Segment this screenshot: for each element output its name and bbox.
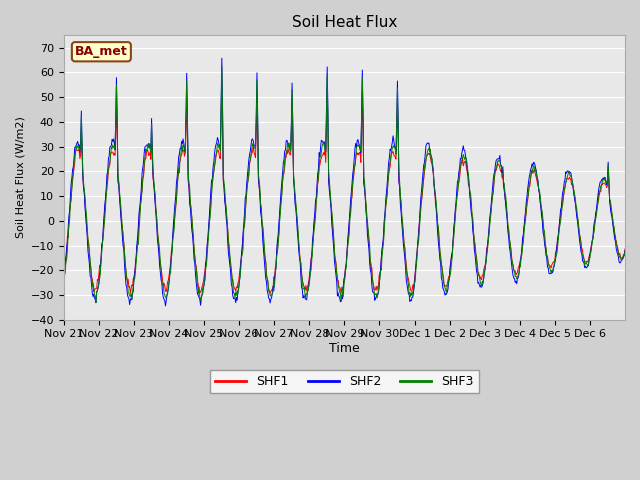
SHF3 bbox=[92, 300, 100, 306]
X-axis label: Time: Time bbox=[329, 342, 360, 355]
SHF2 bbox=[230, 295, 238, 301]
SHF3 bbox=[218, 63, 226, 69]
SHF2 bbox=[162, 303, 170, 309]
Y-axis label: Soil Heat Flux (W/m2): Soil Heat Flux (W/m2) bbox=[15, 117, 25, 239]
SHF2 bbox=[60, 284, 68, 290]
SHF1 bbox=[126, 284, 134, 289]
SHF2 bbox=[258, 224, 266, 229]
Line: SHF2: SHF2 bbox=[64, 58, 625, 306]
SHF3 bbox=[280, 169, 287, 175]
SHF2 bbox=[280, 160, 287, 166]
SHF1 bbox=[195, 291, 203, 297]
Legend: SHF1, SHF2, SHF3: SHF1, SHF2, SHF3 bbox=[210, 370, 479, 393]
Line: SHF3: SHF3 bbox=[64, 66, 625, 303]
Line: SHF1: SHF1 bbox=[64, 83, 625, 294]
SHF2 bbox=[126, 302, 134, 308]
SHF3 bbox=[258, 218, 266, 224]
SHF1 bbox=[258, 223, 266, 228]
Text: BA_met: BA_met bbox=[75, 45, 128, 58]
SHF2 bbox=[435, 248, 443, 253]
SHF3 bbox=[60, 283, 68, 288]
SHF3 bbox=[404, 276, 412, 282]
SHF1 bbox=[404, 274, 412, 279]
SHF1 bbox=[230, 285, 238, 291]
SHF2 bbox=[218, 55, 226, 61]
SHF3 bbox=[127, 294, 134, 300]
SHF1 bbox=[60, 276, 68, 282]
SHF2 bbox=[404, 286, 412, 291]
SHF1 bbox=[621, 246, 629, 252]
SHF1 bbox=[435, 240, 443, 245]
SHF3 bbox=[621, 249, 629, 255]
SHF3 bbox=[435, 236, 443, 242]
SHF3 bbox=[230, 290, 238, 296]
SHF2 bbox=[621, 248, 629, 253]
Title: Soil Heat Flux: Soil Heat Flux bbox=[292, 15, 397, 30]
SHF1 bbox=[218, 80, 226, 85]
SHF1 bbox=[280, 172, 287, 178]
